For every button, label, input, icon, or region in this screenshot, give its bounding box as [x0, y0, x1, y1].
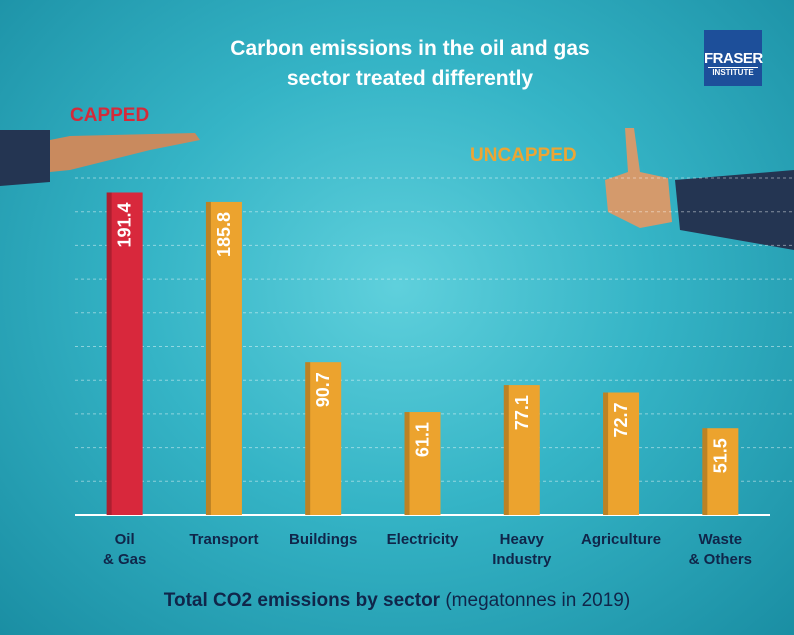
bar: [305, 362, 342, 515]
axis-title: Total CO2 emissions by sector (megatonne…: [0, 590, 794, 612]
bar: [603, 392, 640, 515]
bar: [404, 412, 441, 515]
annotation: UNCAPPED: [470, 145, 577, 166]
left-sleeve: [0, 130, 50, 186]
logo: FRASER INSTITUTE: [704, 30, 763, 86]
right-sleeve: [675, 170, 794, 250]
x-tick-label: Heavy Industry: [492, 531, 552, 568]
bar-shade: [205, 201, 211, 515]
chart-title: Carbon emissions in the oil and gas sect…: [230, 37, 590, 90]
value-label: 51.5: [710, 438, 730, 473]
value-label: 185.8: [214, 212, 234, 257]
bar-shade: [702, 428, 708, 515]
x-tick-label: Oil & Gas: [102, 531, 147, 568]
x-tick-label: Waste & Others: [688, 531, 753, 568]
axis-title-note: (megatonnes in 2019): [445, 590, 631, 611]
bar-shade: [305, 362, 311, 515]
annotation: CAPPED: [70, 105, 150, 126]
x-tick-label: Agriculture: [581, 531, 662, 548]
bar: [503, 385, 540, 515]
bar: [205, 201, 242, 515]
value-label: 90.7: [313, 372, 333, 407]
value-label: 72.7: [611, 403, 631, 438]
bar-shade: [106, 192, 112, 515]
logo-subtext: INSTITUTE: [708, 67, 758, 77]
axis-title-main: Total CO2 emissions by sector: [163, 590, 441, 611]
left-hand: [50, 133, 200, 172]
right-hand: [605, 128, 672, 228]
x-tick-label: Buildings: [289, 531, 358, 548]
bar: [106, 192, 143, 515]
x-tick-label: Transport: [189, 531, 259, 548]
bar: [702, 428, 739, 515]
bar-shade: [404, 412, 410, 515]
bar-shade: [603, 392, 609, 515]
value-label: 191.4: [115, 202, 135, 247]
x-tick-label: Electricity: [386, 531, 459, 548]
bar-shade: [503, 385, 509, 515]
value-label: 77.1: [512, 395, 532, 430]
value-label: 61.1: [413, 422, 433, 457]
logo-text: FRASER: [704, 50, 763, 67]
